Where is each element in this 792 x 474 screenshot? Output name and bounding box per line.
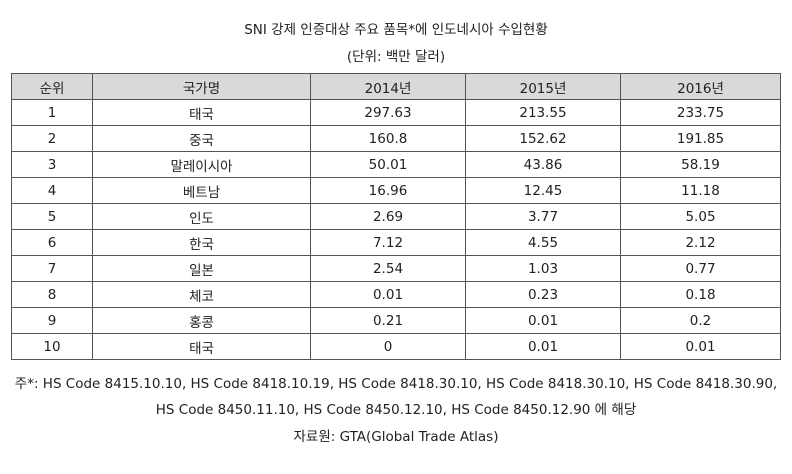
rank-cell: 1 — [11, 99, 93, 126]
country-cell: 베트남 — [92, 177, 311, 204]
rank-cell: 10 — [11, 333, 93, 360]
value-2015-cell: 3.77 — [465, 203, 621, 230]
table-header-row: 순위 국가명 2014년 2015년 2016년 — [11, 73, 781, 100]
column-header-2015: 2015년 — [465, 73, 621, 100]
value-2016-cell: 0.2 — [620, 307, 781, 334]
column-header-2016: 2016년 — [620, 73, 781, 100]
rank-cell: 4 — [11, 177, 93, 204]
value-2016-cell: 11.18 — [620, 177, 781, 204]
value-2015-cell: 43.86 — [465, 151, 621, 178]
value-2014-cell: 0.21 — [310, 307, 466, 334]
country-cell: 체코 — [92, 281, 311, 308]
value-2015-cell: 0.01 — [465, 307, 621, 334]
unit-label: (단위: 백만 달러) — [346, 49, 446, 65]
rank-cell: 5 — [11, 203, 93, 230]
import-table: 순위 국가명 2014년 2015년 2016년 1 태국 297.63 213… — [11, 73, 781, 360]
table-row: 7 일본 2.54 1.03 0.77 — [11, 255, 781, 282]
value-2014-cell: 160.8 — [310, 125, 466, 152]
country-cell: 한국 — [92, 229, 311, 256]
value-2015-cell: 0.23 — [465, 281, 621, 308]
value-2016-cell: 2.12 — [620, 229, 781, 256]
value-2016-cell: 0.77 — [620, 255, 781, 282]
value-2016-cell: 5.05 — [620, 203, 781, 230]
country-cell: 말레이시아 — [92, 151, 311, 178]
value-2015-cell: 152.62 — [465, 125, 621, 152]
column-header-country: 국가명 — [92, 73, 311, 100]
table-title: SNI 강제 인증대상 주요 품목*에 인도네시아 수입현황 — [244, 22, 548, 38]
table-row: 1 태국 297.63 213.55 233.75 — [11, 99, 781, 126]
value-2016-cell: 0.01 — [620, 333, 781, 360]
value-2014-cell: 297.63 — [310, 99, 466, 126]
hs-code-note-line-2: HS Code 8450.11.10, HS Code 8450.12.10, … — [155, 402, 637, 418]
value-2015-cell: 0.01 — [465, 333, 621, 360]
rank-cell: 7 — [11, 255, 93, 282]
rank-cell: 2 — [11, 125, 93, 152]
value-2016-cell: 58.19 — [620, 151, 781, 178]
column-header-2014: 2014년 — [310, 73, 466, 100]
country-cell: 일본 — [92, 255, 311, 282]
country-cell: 태국 — [92, 333, 311, 360]
rank-cell: 3 — [11, 151, 93, 178]
value-2015-cell: 4.55 — [465, 229, 621, 256]
rank-cell: 6 — [11, 229, 93, 256]
value-2016-cell: 233.75 — [620, 99, 781, 126]
value-2014-cell: 7.12 — [310, 229, 466, 256]
value-2014-cell: 16.96 — [310, 177, 466, 204]
table-row: 3 말레이시아 50.01 43.86 58.19 — [11, 151, 781, 178]
table-row: 2 중국 160.8 152.62 191.85 — [11, 125, 781, 152]
value-2014-cell: 2.54 — [310, 255, 466, 282]
table-row: 10 태국 0 0.01 0.01 — [11, 333, 781, 360]
rank-cell: 9 — [11, 307, 93, 334]
table-row: 9 홍콩 0.21 0.01 0.2 — [11, 307, 781, 334]
table-row: 4 베트남 16.96 12.45 11.18 — [11, 177, 781, 204]
country-cell: 인도 — [92, 203, 311, 230]
value-2014-cell: 50.01 — [310, 151, 466, 178]
country-cell: 태국 — [92, 99, 311, 126]
table-row: 8 체코 0.01 0.23 0.18 — [11, 281, 781, 308]
country-cell: 중국 — [92, 125, 311, 152]
value-2016-cell: 0.18 — [620, 281, 781, 308]
hs-code-note-line-1: 주*: HS Code 8415.10.10, HS Code 8418.10.… — [14, 376, 778, 392]
value-2015-cell: 1.03 — [465, 255, 621, 282]
value-2015-cell: 213.55 — [465, 99, 621, 126]
country-cell: 홍콩 — [92, 307, 311, 334]
value-2014-cell: 2.69 — [310, 203, 466, 230]
table-row: 5 인도 2.69 3.77 5.05 — [11, 203, 781, 230]
value-2014-cell: 0 — [310, 333, 466, 360]
table-row: 6 한국 7.12 4.55 2.12 — [11, 229, 781, 256]
value-2014-cell: 0.01 — [310, 281, 466, 308]
value-2016-cell: 191.85 — [620, 125, 781, 152]
rank-cell: 8 — [11, 281, 93, 308]
value-2015-cell: 12.45 — [465, 177, 621, 204]
source-note: 자료원: GTA(Global Trade Atlas) — [293, 429, 499, 445]
column-header-rank: 순위 — [11, 73, 93, 100]
